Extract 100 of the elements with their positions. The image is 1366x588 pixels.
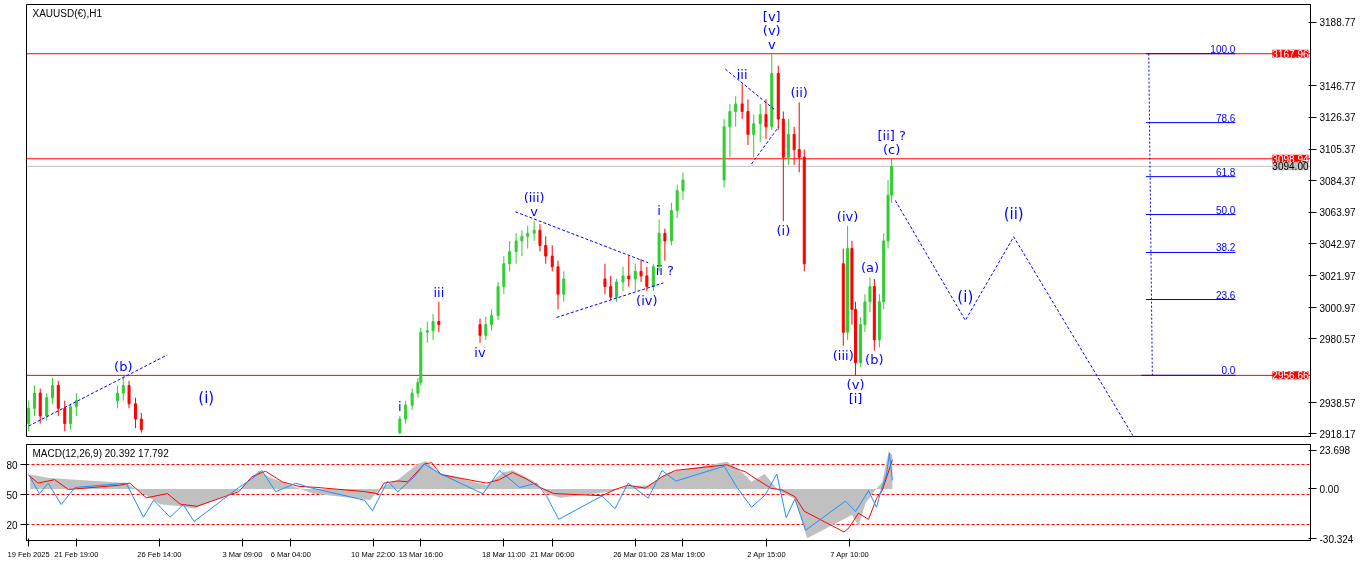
line-series [894, 199, 1134, 437]
annotation: iv [474, 344, 486, 360]
candlestick [502, 255, 506, 295]
y-tick-label: 3105.37 [1319, 144, 1357, 155]
y-tick-label: 3188.77 [1319, 17, 1357, 29]
candlestick [508, 240, 512, 272]
annotation: [i] [848, 391, 863, 407]
candlestick [134, 397, 138, 429]
candlestick [764, 98, 768, 140]
annotation: (i) [198, 388, 215, 407]
candlestick [425, 321, 429, 344]
y-tick-label: 3063.97 [1319, 207, 1357, 219]
candlestick [639, 258, 643, 283]
candlestick [27, 400, 31, 432]
candlestick [734, 95, 738, 128]
candlestick [651, 263, 655, 292]
series-label: 23.6 [1215, 289, 1236, 301]
y-tick-label: 3126.37 [1319, 112, 1357, 124]
candlestick [544, 235, 548, 265]
series-label: 100.0 [1210, 43, 1236, 55]
annotation: i [398, 398, 402, 414]
annotation: iii [433, 284, 445, 300]
annotation: (i) [776, 223, 791, 239]
y2-tick-label: 20 [6, 519, 18, 531]
candlestick [758, 103, 762, 143]
candlestick [645, 266, 649, 292]
annotation: (ii) [790, 85, 808, 101]
annotation: v [767, 36, 776, 52]
annotation: (iii) [832, 347, 854, 363]
y-tick-label: 2918.17 [1319, 428, 1357, 440]
candlestick [431, 313, 435, 341]
candlestick [520, 229, 524, 257]
candlestick [621, 266, 625, 292]
candlestick [663, 228, 667, 262]
y2-tick-label: 80 [6, 459, 18, 471]
data-label: (ii) [1003, 204, 1024, 223]
candlestick [746, 98, 750, 146]
candlestick [752, 114, 756, 158]
candlestick [484, 316, 488, 341]
ref-line-label: 2956.66 [1272, 370, 1309, 382]
annotation: [v] [762, 8, 781, 24]
candlestick [63, 400, 67, 432]
candlestick [514, 232, 518, 265]
annotation: ii ? [655, 262, 675, 278]
annotation: (c) [883, 141, 901, 157]
candlestick [32, 385, 36, 417]
series-label: 38.2 [1215, 242, 1236, 254]
candlestick [127, 380, 131, 409]
annotation: (a) [860, 260, 880, 276]
y-tick-label: 0.00 [1319, 483, 1340, 495]
annotation: i [657, 202, 661, 218]
annotation: v [530, 204, 539, 220]
candlestick [69, 403, 73, 431]
candlestick [45, 392, 49, 422]
y-tick-label: 3042.97 [1319, 238, 1357, 250]
candlestick [404, 400, 408, 425]
candlestick [786, 118, 790, 166]
candlestick [681, 171, 685, 201]
data-label: (i) [957, 288, 974, 307]
annotation: (iv) [836, 208, 859, 224]
candlestick [526, 225, 530, 250]
candlestick [675, 184, 679, 219]
y-tick-label: 2980.57 [1319, 333, 1357, 345]
candlestick [609, 275, 613, 301]
candlestick [121, 375, 125, 402]
candlestick [115, 385, 119, 409]
chart-title: XAUUSD(€),H1 [32, 7, 103, 19]
candlestick [740, 83, 744, 120]
y-tick-label: 2938.57 [1319, 397, 1357, 409]
annotation: (b) [865, 352, 884, 368]
y2-tick-label: 50 [6, 489, 18, 501]
series-label: 61.8 [1215, 166, 1236, 178]
candlestick [139, 412, 143, 434]
annotation: (v) [846, 377, 865, 393]
candlestick [478, 318, 482, 344]
candlestick [550, 244, 554, 272]
candlestick [56, 380, 60, 417]
annotation: [ii] ? [877, 127, 906, 143]
y-tick-label: 3084.37 [1319, 175, 1357, 187]
annotation: (iv) [636, 293, 658, 309]
annotation: (iii) [523, 190, 545, 206]
candlestick [627, 255, 631, 288]
chart-title: MACD(12,26,9) 20.392 17.792 [32, 447, 170, 459]
y-tick-label: 3000.97 [1319, 302, 1357, 314]
candlestick [728, 103, 732, 158]
candlestick [410, 388, 414, 411]
ref-line-label: 3094.00 [1272, 161, 1309, 173]
y-tick-label: 3146.77 [1319, 80, 1357, 92]
candlestick [50, 377, 55, 405]
candlestick [603, 263, 607, 295]
candlestick [538, 223, 542, 253]
candlestick [868, 276, 872, 313]
candlestick [437, 301, 441, 333]
y-tick-label: 3021.97 [1319, 270, 1357, 282]
series-label: 78.6 [1215, 112, 1236, 124]
annotation: (v) [762, 22, 781, 38]
candlestick [74, 392, 78, 417]
annotation: (b) [114, 359, 133, 375]
candlestick [562, 270, 566, 303]
series-label: 0.0 [1221, 365, 1236, 377]
